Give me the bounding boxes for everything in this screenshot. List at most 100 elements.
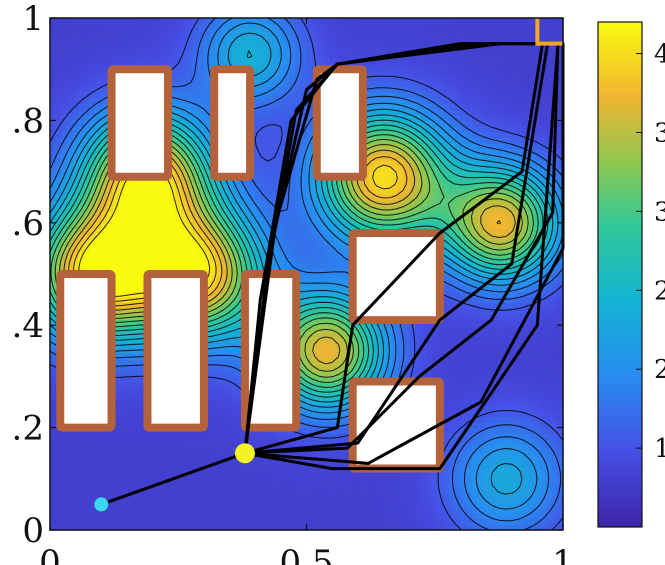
heatmap-cell xyxy=(50,393,57,400)
heatmap-cell xyxy=(266,205,273,213)
heatmap-cell xyxy=(129,251,137,258)
heatmap-cell xyxy=(186,222,194,230)
heatmap-cell xyxy=(317,256,325,264)
heatmap-cell xyxy=(84,200,91,207)
heatmap-cell xyxy=(203,103,211,110)
heatmap-cell xyxy=(112,490,119,497)
heatmap-cell xyxy=(317,433,325,440)
heatmap-cell xyxy=(101,103,108,110)
heatmap-cell xyxy=(175,456,182,463)
heatmap-cell xyxy=(50,359,57,366)
heatmap-cell xyxy=(283,228,290,235)
heatmap-cell xyxy=(169,467,176,474)
heatmap-cell xyxy=(266,52,273,59)
heatmap-cell xyxy=(306,370,313,377)
heatmap-cell xyxy=(329,313,336,321)
heatmap-cell xyxy=(186,23,194,30)
heatmap-cell xyxy=(112,57,119,65)
heatmap-cell xyxy=(226,438,233,446)
heatmap-cell xyxy=(323,188,330,195)
heatmap-cell xyxy=(232,29,239,36)
heatmap-cell xyxy=(169,444,176,451)
heatmap-cell xyxy=(300,80,308,87)
heatmap-cell xyxy=(300,359,308,366)
heatmap-cell xyxy=(124,23,131,30)
heatmap-cell xyxy=(306,200,313,207)
heatmap-cell xyxy=(255,86,262,93)
heatmap-cell xyxy=(169,137,176,144)
heatmap-cell xyxy=(317,461,325,469)
heatmap-cell xyxy=(55,490,62,497)
heatmap-cell xyxy=(226,393,233,400)
heatmap-cell xyxy=(278,69,285,76)
heatmap-cell xyxy=(107,245,114,252)
heatmap-cell xyxy=(255,456,262,463)
heatmap-cell xyxy=(335,473,342,480)
heatmap-cell xyxy=(198,154,205,161)
heatmap-cell xyxy=(118,450,125,457)
heatmap-cell xyxy=(221,473,228,480)
heatmap-cell xyxy=(118,239,125,247)
heatmap-cell xyxy=(55,484,62,491)
heatmap-cell xyxy=(323,319,330,326)
heatmap-cell xyxy=(152,245,159,252)
heatmap-cell xyxy=(306,490,313,497)
heatmap-cell xyxy=(186,29,194,36)
heatmap-cell xyxy=(135,359,142,366)
heatmap-cell xyxy=(260,188,268,195)
heatmap-cell xyxy=(50,200,57,207)
heatmap-cell xyxy=(186,114,194,121)
heatmap-cell xyxy=(124,359,131,366)
heatmap-cell xyxy=(306,404,313,412)
heatmap-cell xyxy=(221,347,228,355)
heatmap-cell xyxy=(340,234,347,241)
heatmap-cell xyxy=(317,404,325,412)
heatmap-cell xyxy=(118,35,125,42)
heatmap-cell xyxy=(72,114,80,121)
heatmap-cell xyxy=(152,478,159,486)
heatmap-cell xyxy=(317,467,325,474)
heatmap-cell xyxy=(238,518,245,525)
heatmap-cell xyxy=(295,211,302,218)
heatmap-cell xyxy=(295,217,302,224)
heatmap-cell xyxy=(112,512,119,520)
heatmap-cell xyxy=(243,490,251,497)
heatmap-cell xyxy=(329,222,336,230)
heatmap-cell xyxy=(295,461,302,469)
heatmap-cell xyxy=(55,154,62,161)
heatmap-cell xyxy=(255,251,262,258)
heatmap-cell xyxy=(317,182,325,190)
heatmap-cell xyxy=(340,217,347,224)
heatmap-cell xyxy=(295,222,302,230)
heatmap-cell xyxy=(232,285,239,292)
heatmap-cell xyxy=(84,80,91,87)
heatmap-cell xyxy=(95,69,102,76)
heatmap-cell xyxy=(181,450,188,457)
heatmap-cell xyxy=(300,313,308,321)
heatmap-cell xyxy=(295,160,302,167)
heatmap-cell xyxy=(312,330,319,338)
heatmap-cell xyxy=(238,438,245,446)
heatmap-cell xyxy=(181,518,188,525)
heatmap-cell xyxy=(78,438,85,446)
heatmap-cell xyxy=(209,40,216,48)
heatmap-cell xyxy=(209,291,216,298)
heatmap-cell xyxy=(55,438,62,446)
heatmap-cell xyxy=(266,200,273,207)
heatmap-cell xyxy=(272,143,279,150)
heatmap-cell xyxy=(283,97,290,104)
heatmap-cell xyxy=(289,450,296,457)
heatmap-cell xyxy=(95,217,102,224)
heatmap-cell xyxy=(198,478,205,486)
heatmap-cell xyxy=(249,478,256,486)
heatmap-cell xyxy=(72,143,80,150)
heatmap-cell xyxy=(72,456,80,463)
heatmap-cell xyxy=(84,501,91,508)
heatmap-cell xyxy=(135,18,142,25)
heatmap-cell xyxy=(255,473,262,480)
heatmap-cell xyxy=(289,484,296,491)
heatmap-cell xyxy=(146,211,154,218)
heatmap-cell xyxy=(158,507,165,514)
heatmap-cell xyxy=(67,524,74,531)
heatmap-cell xyxy=(95,86,102,93)
